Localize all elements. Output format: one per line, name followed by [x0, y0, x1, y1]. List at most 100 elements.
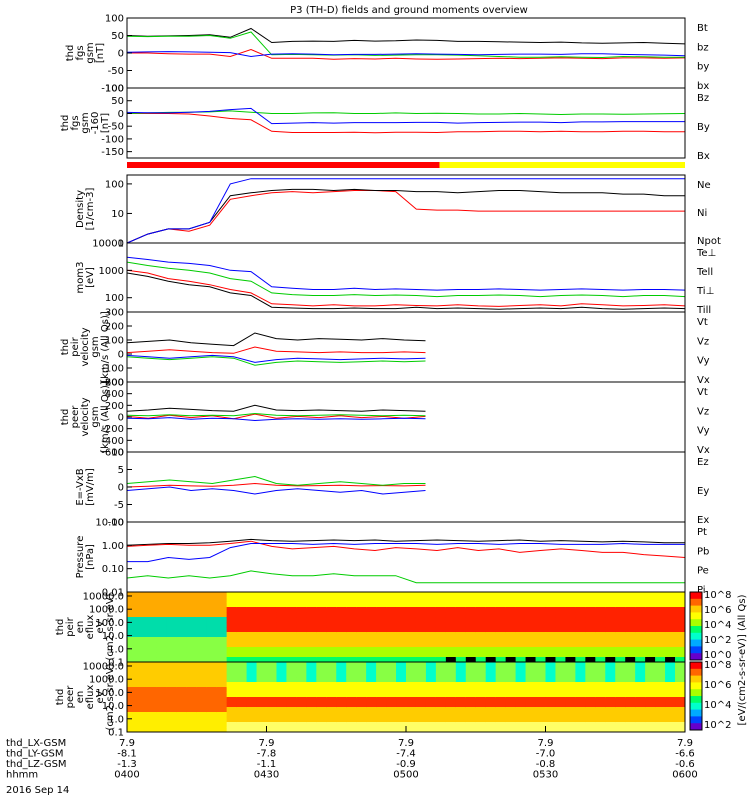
- spectrogram-cell: [605, 692, 616, 698]
- spectrogram-cell: [455, 682, 467, 688]
- spectrogram-cell: [186, 707, 198, 713]
- spectrogram-cell: [615, 697, 626, 703]
- spectrogram-cell: [675, 652, 686, 658]
- spectrogram-cell: [296, 627, 307, 633]
- spectrogram-cell: [535, 722, 546, 728]
- spectrogram-cell: [406, 657, 417, 663]
- spectrogram-cell: [366, 647, 377, 653]
- spectrogram-cell: [306, 722, 317, 728]
- spectrogram-cell: [475, 667, 487, 673]
- colorbar-cell: [690, 662, 702, 670]
- spectrogram-cell: [396, 652, 407, 658]
- spectrogram-cell: [196, 602, 208, 608]
- spectrogram-cell: [236, 627, 248, 633]
- spectrogram-cell: [675, 592, 686, 598]
- spectrogram-cell: [615, 662, 626, 668]
- spectrogram-cell: [246, 652, 258, 658]
- spectrogram-cell: [415, 592, 427, 598]
- legend-Te⊥: Te⊥: [696, 248, 716, 259]
- spectrogram-cell: [635, 647, 646, 653]
- spectrogram-cell: [326, 677, 337, 683]
- spectrogram-cell: [545, 682, 556, 688]
- spectrogram-cell: [376, 642, 387, 648]
- spectrogram-cell: [256, 697, 267, 703]
- spectrogram-cell: [196, 607, 208, 613]
- panel-ylabel-line: eV: [95, 690, 106, 703]
- spectrogram-cell: [535, 662, 546, 668]
- spectrogram-cell: [545, 602, 556, 608]
- spectrogram-cell: [266, 612, 277, 618]
- colorbar-frame: [689, 591, 703, 661]
- spectrogram-cell: [136, 667, 148, 673]
- spectrogram-cell: [635, 657, 646, 663]
- y-tick-label: 10.0: [102, 631, 124, 642]
- spectrogram-cell: [565, 622, 576, 628]
- spectrogram-cell: [296, 622, 307, 628]
- spectrogram-cell: [406, 662, 417, 668]
- colorbar-cell: [690, 702, 702, 711]
- spectrogram-cell: [356, 657, 367, 663]
- spectrogram-cell: [266, 637, 277, 643]
- spectrogram-cell: [615, 707, 626, 713]
- spectrogram-cell: [256, 597, 267, 603]
- spectrogram-cell: [615, 602, 626, 608]
- spectrogram-cell: [216, 707, 228, 713]
- series-line-Vx: [126, 354, 426, 363]
- spectrogram-cell: [595, 677, 606, 683]
- spectrogram-cell: [176, 682, 188, 688]
- spectrogram-cell: [306, 612, 317, 618]
- spectrogram-cell: [555, 692, 566, 698]
- spectrogram-cell: [346, 627, 357, 633]
- spectrogram-cell: [435, 632, 447, 638]
- spectrogram-cell: [595, 597, 606, 603]
- spectrogram-cell: [386, 592, 397, 598]
- spectrogram-cell: [246, 657, 258, 663]
- spectrogram-cell: [196, 662, 208, 668]
- spectrogram-cell: [475, 657, 487, 663]
- spectrogram-cell: [475, 592, 487, 598]
- spectrogram-cell: [316, 727, 327, 733]
- spectrogram-cell: [206, 717, 218, 723]
- spectrogram-cell: [226, 592, 238, 598]
- spectrogram-cell: [156, 717, 168, 723]
- series-line-Till: [126, 261, 686, 298]
- spectrogram-cell: [535, 652, 546, 658]
- spectrogram-cell: [575, 672, 586, 678]
- spectrogram-cell: [475, 672, 487, 678]
- spectrogram-cell: [565, 667, 576, 673]
- spectrogram-cell: [396, 682, 407, 688]
- spectrogram-cell: [485, 722, 497, 728]
- spectrogram-cell: [605, 712, 616, 718]
- spectrogram-cell: [535, 697, 546, 703]
- spectrogram-cell: [465, 607, 477, 613]
- spectrogram-cell: [186, 617, 198, 623]
- spectrogram-cell: [156, 652, 168, 658]
- spectrogram-cell: [435, 707, 447, 713]
- spectrogram-cell: [565, 617, 576, 623]
- spectrogram-cell: [386, 712, 397, 718]
- spectrogram-cell: [296, 647, 307, 653]
- spectrogram-cell: [505, 657, 517, 663]
- panel-frame: [126, 87, 686, 159]
- spectrogram-cell: [206, 592, 218, 598]
- spectrogram-cell: [176, 622, 188, 628]
- y-tick-label: 1.00: [102, 541, 124, 552]
- spectrogram-cell: [306, 607, 317, 613]
- spectrogram-cell: [485, 717, 497, 723]
- spectrogram-cell: [635, 642, 646, 648]
- spectrogram-cell: [336, 677, 347, 683]
- spectrogram-cell: [366, 682, 377, 688]
- spectrogram-cell: [226, 727, 238, 733]
- spectrogram-cell: [615, 637, 626, 643]
- series-line-By: [126, 110, 686, 116]
- spectrogram-cell: [256, 652, 267, 658]
- spectrogram-cell: [186, 612, 198, 618]
- spectrogram-cell: [425, 722, 437, 728]
- spectrogram-cell: [515, 697, 527, 703]
- spectrogram-cell: [316, 717, 327, 723]
- status-bar-segment: [127, 162, 440, 168]
- spectrogram-cell: [615, 677, 626, 683]
- spectrogram-cell: [246, 622, 258, 628]
- spectrogram-cell: [286, 617, 297, 623]
